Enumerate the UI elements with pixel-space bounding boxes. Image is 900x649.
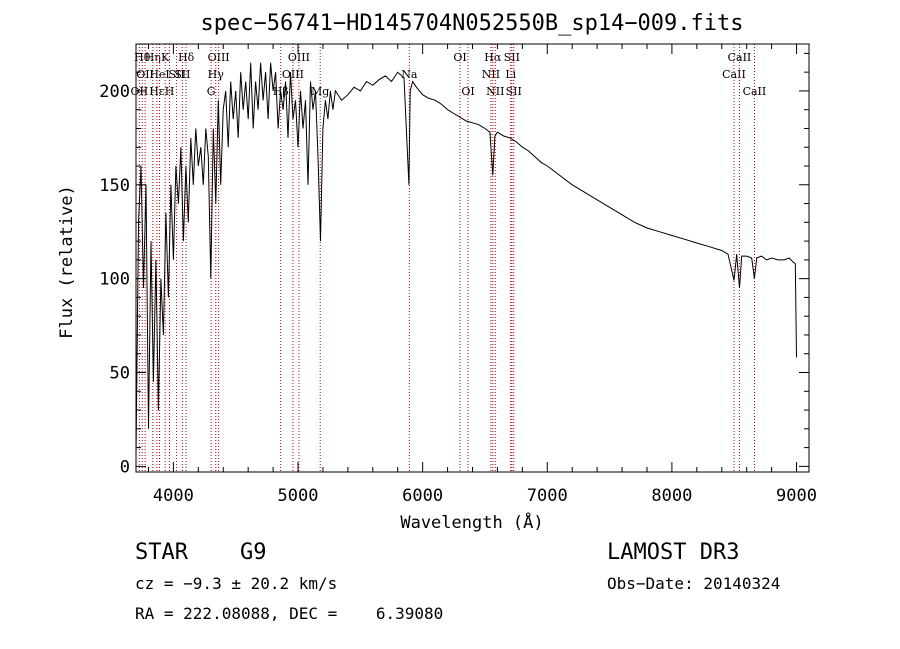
marker-label: Li	[505, 68, 516, 81]
object-subclass: G9	[240, 540, 267, 565]
marker-label: Hγ	[208, 68, 225, 81]
x-axis-ticks: 4000 5000 6000 7000 8000 9000	[147, 44, 817, 506]
marker-label: SII	[506, 85, 522, 98]
y-tick-label: 50	[110, 364, 130, 384]
survey-name: LAMOST DR3	[607, 540, 740, 565]
marker-label: OIII	[208, 51, 230, 64]
y-tick-label: 150	[99, 176, 130, 196]
marker-label: OI	[453, 51, 466, 64]
coordinates-info: RA = 222.08088, DEC = 6.39080	[135, 604, 444, 623]
spectrum-line	[135, 62, 797, 458]
marker-label: OI	[461, 85, 474, 98]
marker-label: CaII	[728, 51, 752, 64]
marker-label: OII	[136, 68, 154, 81]
y-tick-label: 0	[120, 457, 130, 477]
marker-label: NII	[486, 85, 504, 98]
x-tick-label: 6000	[402, 486, 443, 506]
chart-title: spec−56741−HD145704N052550B_sp14−009.fit…	[200, 11, 743, 36]
marker-label: OIII	[288, 51, 310, 64]
x-tick-label: 8000	[651, 486, 692, 506]
marker-label: OII	[131, 85, 149, 98]
marker-label: K	[161, 51, 170, 64]
marker-label: H	[165, 85, 175, 98]
object-type: STAR	[135, 540, 188, 565]
marker-label: Hη	[145, 51, 161, 64]
x-tick-label: 5000	[278, 486, 319, 506]
marker-label: OIII	[282, 68, 304, 81]
y-axis-ticks: 0 50 100 150 200	[99, 52, 809, 477]
x-tick-label: 4000	[153, 486, 194, 506]
spectral-line-markers: OIIHθOIIHηHεHeIKHSIISIIHδGHγOIIIHβOIIIOI…	[131, 44, 767, 472]
marker-label: Hα	[484, 51, 502, 64]
marker-label: CaII	[743, 85, 767, 98]
marker-label: SII	[504, 51, 520, 64]
marker-label: HeI	[149, 68, 169, 81]
x-tick-label: 9000	[776, 486, 817, 506]
marker-label: Mg	[311, 85, 329, 98]
marker-label: SII	[174, 68, 190, 81]
marker-label: Na	[401, 68, 418, 81]
marker-label: G	[207, 85, 216, 98]
observation-date: Obs−Date: 20140324	[607, 574, 781, 593]
marker-label: SII	[169, 68, 185, 81]
marker-label: Hε	[149, 85, 165, 98]
marker-label: CaII	[722, 68, 746, 81]
x-axis-label: Wavelength (Å)	[400, 511, 543, 533]
redshift-info: cz = −9.3 ± 20.2 km/s	[135, 574, 338, 593]
y-tick-label: 100	[99, 270, 130, 290]
y-tick-label: 200	[99, 82, 130, 102]
marker-label: Hδ	[178, 51, 195, 64]
x-tick-label: 7000	[527, 486, 568, 506]
marker-label: NII	[482, 68, 500, 81]
marker-label: Hθ	[134, 51, 151, 64]
y-axis-label: Flux (relative)	[57, 185, 77, 339]
